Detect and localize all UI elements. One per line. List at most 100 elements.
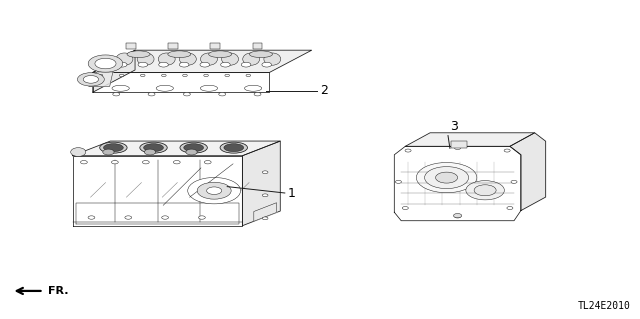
Circle shape <box>204 160 211 164</box>
Polygon shape <box>93 50 135 92</box>
Ellipse shape <box>143 144 163 152</box>
Ellipse shape <box>168 51 191 57</box>
Bar <box>211 43 220 49</box>
Circle shape <box>173 160 180 164</box>
Circle shape <box>436 172 458 183</box>
Ellipse shape <box>104 144 124 152</box>
Circle shape <box>138 62 148 67</box>
Circle shape <box>143 160 149 164</box>
Circle shape <box>396 180 401 183</box>
Circle shape <box>159 62 168 67</box>
Ellipse shape <box>243 53 260 65</box>
Ellipse shape <box>112 85 129 91</box>
Polygon shape <box>93 50 312 72</box>
Circle shape <box>204 74 209 77</box>
Circle shape <box>241 62 251 67</box>
Ellipse shape <box>116 53 133 65</box>
Ellipse shape <box>221 53 239 65</box>
Circle shape <box>198 216 205 219</box>
Ellipse shape <box>140 142 167 153</box>
Bar <box>253 43 262 49</box>
Ellipse shape <box>100 142 127 153</box>
Circle shape <box>504 149 510 152</box>
Circle shape <box>246 74 251 77</box>
Ellipse shape <box>127 51 150 57</box>
Ellipse shape <box>137 53 154 65</box>
Ellipse shape <box>145 149 156 155</box>
Ellipse shape <box>180 142 207 153</box>
Ellipse shape <box>158 53 175 65</box>
Circle shape <box>197 182 231 199</box>
Circle shape <box>88 55 123 72</box>
Circle shape <box>454 215 461 218</box>
Circle shape <box>161 74 166 77</box>
Text: FR.: FR. <box>48 286 68 296</box>
Ellipse shape <box>220 142 248 153</box>
Circle shape <box>188 177 241 204</box>
Text: TL24E2010: TL24E2010 <box>577 301 630 311</box>
Circle shape <box>182 74 188 77</box>
Ellipse shape <box>250 51 273 57</box>
Circle shape <box>117 62 127 67</box>
Circle shape <box>511 180 517 183</box>
Ellipse shape <box>264 53 281 65</box>
Text: 2: 2 <box>320 85 328 97</box>
Circle shape <box>507 206 513 210</box>
Circle shape <box>83 76 99 83</box>
Circle shape <box>162 216 168 219</box>
Ellipse shape <box>200 85 218 91</box>
Ellipse shape <box>244 85 262 91</box>
Text: 3: 3 <box>450 120 458 133</box>
Ellipse shape <box>184 144 204 152</box>
Circle shape <box>81 160 87 164</box>
Circle shape <box>416 162 477 193</box>
Text: 1: 1 <box>288 187 296 200</box>
Circle shape <box>179 62 189 67</box>
Polygon shape <box>72 156 243 226</box>
Circle shape <box>225 74 230 77</box>
Bar <box>451 141 467 148</box>
Circle shape <box>200 62 209 67</box>
Polygon shape <box>405 133 534 146</box>
Circle shape <box>466 181 504 200</box>
Polygon shape <box>394 146 521 221</box>
Bar <box>126 43 136 49</box>
Ellipse shape <box>200 53 218 65</box>
Circle shape <box>262 217 268 220</box>
Circle shape <box>219 93 226 96</box>
Circle shape <box>77 73 104 86</box>
Circle shape <box>140 74 145 77</box>
Circle shape <box>221 62 230 67</box>
Circle shape <box>119 74 124 77</box>
Circle shape <box>184 93 190 96</box>
Circle shape <box>262 62 271 67</box>
Polygon shape <box>243 141 280 226</box>
Ellipse shape <box>156 85 173 91</box>
Polygon shape <box>72 141 280 156</box>
Circle shape <box>125 216 132 219</box>
Circle shape <box>88 216 95 219</box>
Ellipse shape <box>103 149 114 155</box>
Ellipse shape <box>209 51 232 57</box>
Circle shape <box>474 185 496 196</box>
Circle shape <box>424 167 468 189</box>
Ellipse shape <box>70 148 86 156</box>
Circle shape <box>113 93 120 96</box>
Ellipse shape <box>179 53 196 65</box>
Circle shape <box>405 149 411 152</box>
Ellipse shape <box>454 213 461 218</box>
Circle shape <box>148 93 155 96</box>
Circle shape <box>262 171 268 174</box>
Circle shape <box>207 187 221 195</box>
Circle shape <box>254 93 261 96</box>
Circle shape <box>95 58 116 69</box>
Bar <box>168 43 178 49</box>
Polygon shape <box>85 67 114 86</box>
Polygon shape <box>254 203 276 221</box>
Polygon shape <box>93 72 269 92</box>
Circle shape <box>454 146 461 150</box>
Circle shape <box>262 194 268 197</box>
Circle shape <box>111 160 118 164</box>
Circle shape <box>403 206 408 210</box>
Ellipse shape <box>186 149 197 155</box>
